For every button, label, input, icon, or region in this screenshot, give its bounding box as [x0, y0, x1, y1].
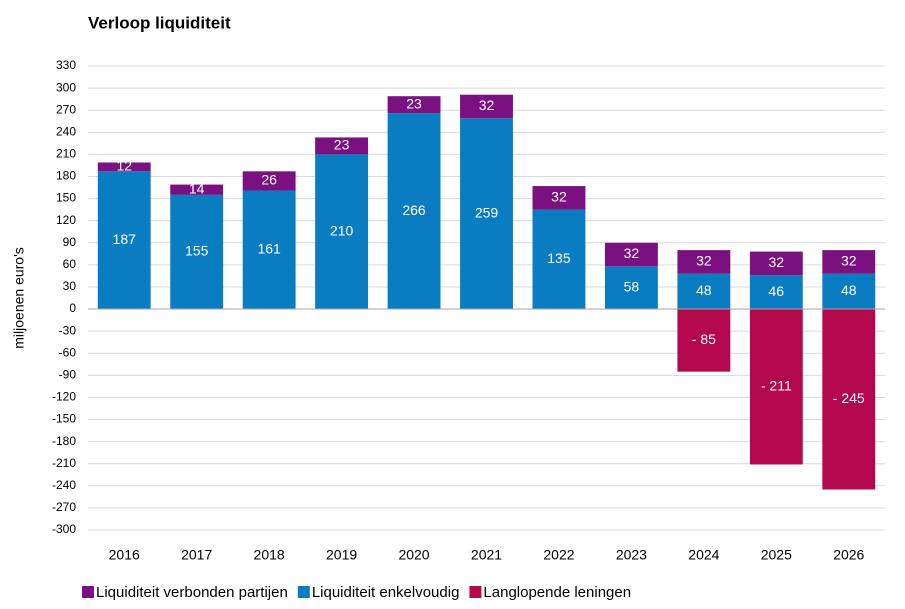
bar-segment [460, 94, 513, 119]
bar-segment [97, 171, 151, 310]
y-tick-label: 240 [56, 124, 76, 138]
bar-segment [170, 184, 224, 195]
y-tick-label: 180 [56, 169, 76, 183]
data-label: 187 [113, 231, 137, 247]
y-tick-label: -210 [52, 456, 76, 470]
bar-segment [532, 209, 586, 310]
y-axis-label: miljoenen euro's [11, 247, 27, 349]
data-label: - 85 [692, 331, 716, 347]
x-tick-label: 2018 [254, 547, 285, 563]
bar-segment [749, 251, 803, 276]
x-tick-label: 2025 [761, 547, 792, 563]
data-label: 14 [189, 180, 205, 196]
data-label: 32 [624, 245, 640, 261]
y-tick-label: -240 [52, 478, 76, 492]
bar-segment [242, 171, 296, 191]
y-tick-label: 120 [56, 213, 76, 227]
y-tick-label: 0 [69, 301, 76, 315]
bar-segment [604, 242, 658, 267]
x-tick-label: 2016 [109, 547, 140, 563]
y-tick-label: -90 [59, 368, 77, 382]
legend-swatch [297, 586, 310, 598]
bar-segment [532, 186, 586, 210]
y-tick-label: 210 [56, 147, 76, 161]
y-tick-label: 330 [56, 58, 76, 72]
data-label: 161 [257, 240, 281, 256]
legend-swatch [469, 586, 482, 598]
data-label: 135 [547, 250, 571, 266]
data-label: - 211 [761, 377, 792, 393]
data-label: 32 [696, 253, 712, 269]
x-tick-label: 2022 [543, 547, 574, 563]
bar-segment [749, 309, 803, 465]
data-label: 58 [624, 278, 640, 294]
bar-segment [822, 309, 876, 490]
bar-segment [242, 190, 296, 310]
data-label: 23 [334, 137, 350, 153]
bar-segment [315, 154, 369, 310]
x-tick-label: 2017 [181, 547, 212, 563]
data-label: 46 [769, 283, 785, 299]
y-tick-label: 270 [56, 102, 76, 116]
bar-segment [460, 118, 513, 310]
y-tick-label: -300 [52, 522, 76, 536]
y-tick-label: -270 [52, 500, 76, 514]
data-label: 32 [551, 189, 567, 205]
data-label: 210 [330, 222, 354, 238]
bar-segment [604, 266, 658, 310]
bar-segment [822, 273, 876, 310]
y-tick-label: -120 [52, 390, 76, 404]
y-tick-label: -30 [59, 323, 77, 337]
data-label: 155 [185, 243, 209, 259]
bar-segment [170, 194, 224, 310]
x-tick-label: 2023 [616, 547, 647, 563]
data-label: 26 [261, 172, 277, 188]
y-tick-label: 150 [56, 191, 76, 205]
data-label: 32 [479, 97, 495, 113]
data-label: 259 [475, 204, 499, 220]
data-label: - 245 [833, 390, 865, 406]
legend-label: Langlopende leningen [483, 584, 631, 601]
x-tick-label: 2026 [833, 547, 864, 563]
x-tick-label: 2019 [326, 547, 357, 563]
chart-title: Verloop liquiditeit [88, 13, 231, 32]
bar-segment [97, 162, 151, 172]
bar-segment [315, 137, 369, 155]
bar-segment [387, 96, 441, 114]
bar-segment [677, 250, 731, 274]
data-label: 32 [841, 253, 857, 269]
x-tick-label: 2024 [688, 547, 719, 563]
bar-segment [822, 250, 876, 274]
bar-segment [749, 275, 803, 310]
legend-label: Liquiditeit verbonden partijen [96, 584, 288, 601]
y-tick-label: 90 [63, 235, 77, 249]
y-tick-label: -60 [59, 345, 77, 359]
data-label: 266 [402, 202, 426, 218]
data-label: 32 [769, 254, 785, 270]
y-tick-label: 30 [63, 279, 77, 293]
data-label: 48 [696, 282, 712, 298]
legend-swatch [82, 586, 94, 598]
y-tick-label: 300 [56, 80, 76, 94]
legend-label: Liquiditeit enkelvoudig [312, 584, 460, 601]
bar-segment [387, 113, 441, 310]
data-label: 48 [841, 282, 857, 298]
y-tick-label: -180 [52, 434, 76, 448]
bar-segment [677, 273, 731, 310]
y-tick-label: -150 [52, 412, 76, 426]
data-label: 12 [116, 158, 132, 174]
y-tick-label: 60 [63, 257, 77, 271]
bar-segment [677, 309, 731, 372]
x-tick-label: 2021 [471, 547, 502, 563]
data-label: 23 [406, 95, 422, 111]
x-tick-label: 2020 [398, 547, 429, 563]
